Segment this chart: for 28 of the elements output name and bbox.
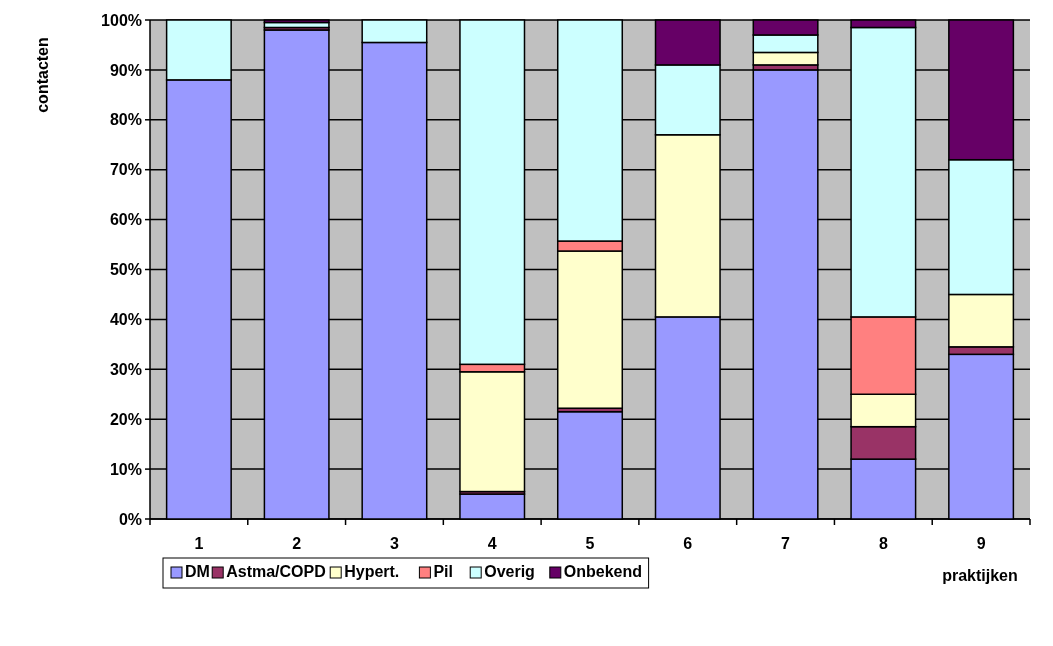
x-tick-label: 8 bbox=[878, 535, 888, 552]
x-tick-label: 7 bbox=[781, 535, 791, 552]
y-tick-label: 20% bbox=[109, 410, 142, 428]
x-tick-label: 6 bbox=[683, 535, 693, 552]
y-tick-label: 100% bbox=[101, 11, 142, 29]
y-tick-label: 30% bbox=[109, 360, 142, 378]
x-tick-label: 4 bbox=[487, 535, 497, 552]
y-tick-label: 70% bbox=[109, 161, 142, 179]
y-tick-label: 50% bbox=[109, 261, 142, 279]
x-tick-label: 1 bbox=[194, 535, 204, 552]
x-tick-label: 2 bbox=[292, 535, 302, 552]
legend-label: Hypert. bbox=[344, 563, 400, 580]
y-tick-label: 0% bbox=[118, 510, 142, 528]
x-tick-label: 3 bbox=[389, 535, 399, 552]
y-tick-label: 60% bbox=[109, 211, 142, 229]
y-tick-label: 90% bbox=[109, 61, 142, 79]
y-tick-label: 80% bbox=[109, 111, 142, 129]
legend-label: DM bbox=[185, 563, 210, 580]
x-tick-label: 9 bbox=[976, 535, 986, 552]
legend-label: Overig bbox=[484, 563, 535, 580]
legend-label: Onbekend bbox=[563, 563, 643, 580]
legend-label: Astma/COPD bbox=[226, 563, 326, 580]
y-tick-label: 10% bbox=[109, 460, 142, 478]
legend-label: Pil bbox=[433, 563, 453, 580]
x-axis-title: praktijken bbox=[942, 567, 1018, 584]
x-tick-label: 5 bbox=[585, 535, 595, 552]
y-axis-title: contacten bbox=[34, 37, 51, 113]
y-tick-label: 40% bbox=[109, 311, 142, 328]
